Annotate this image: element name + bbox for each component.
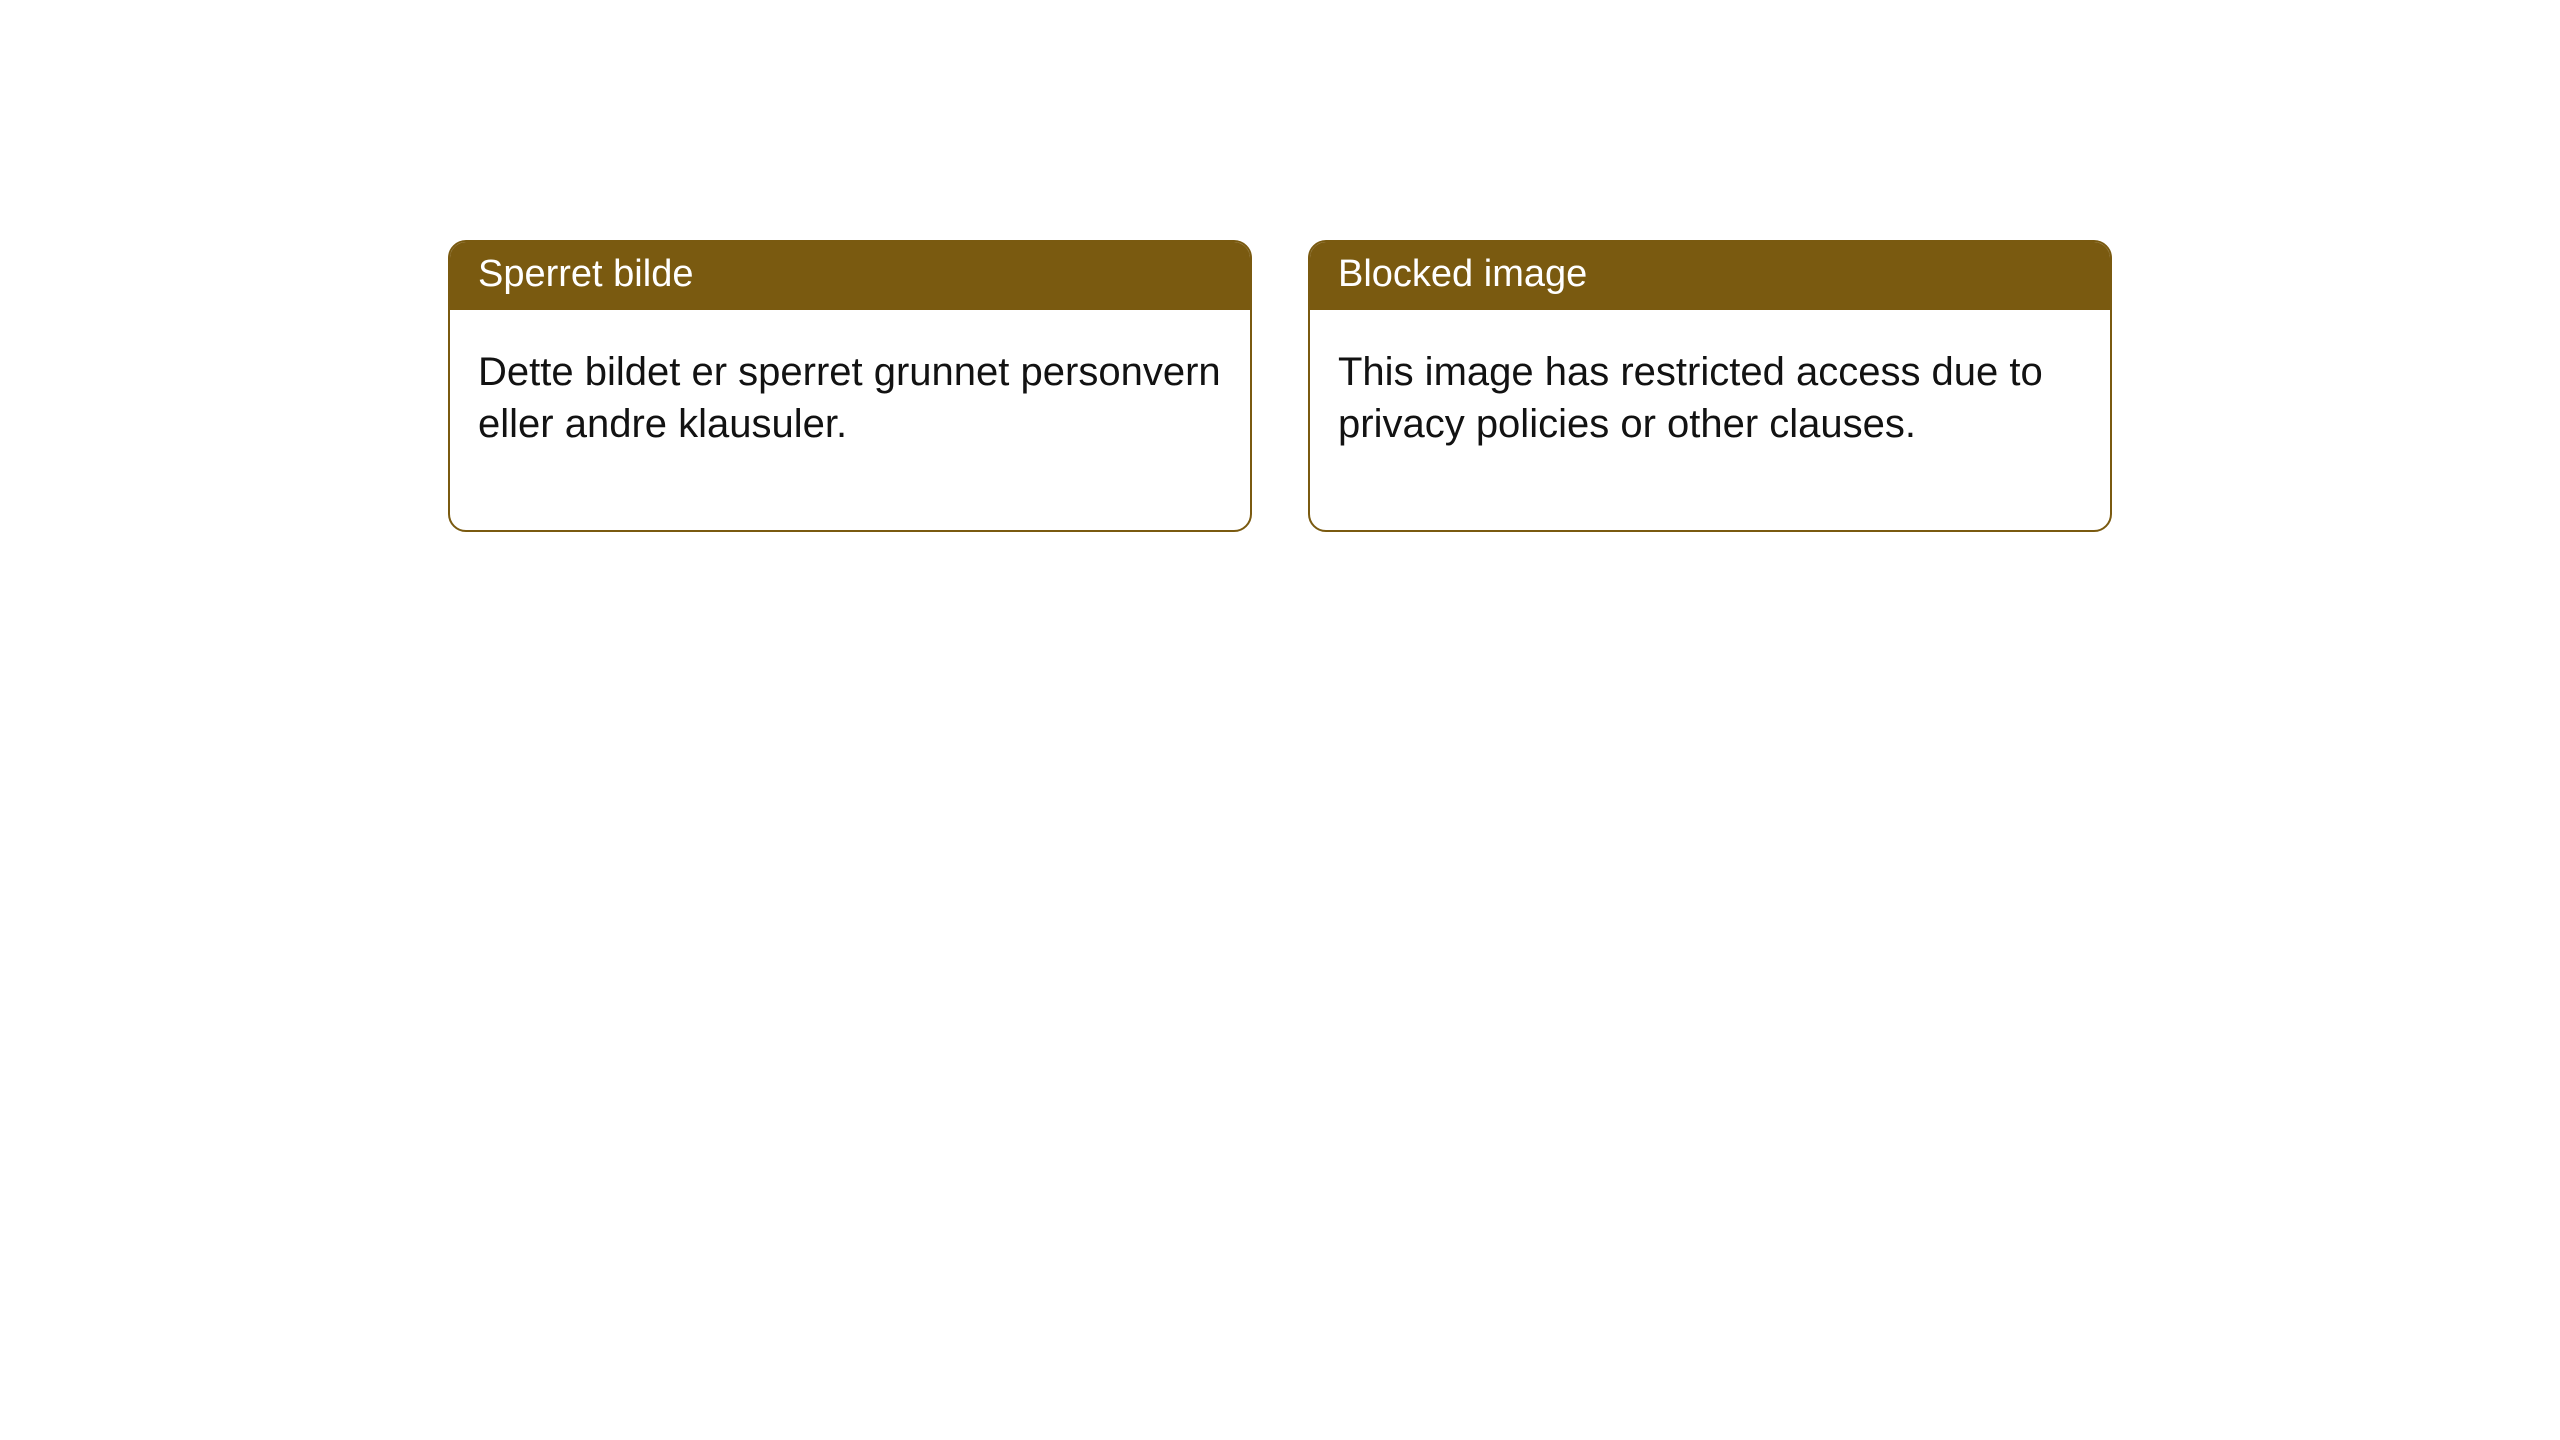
notice-card-english: Blocked image This image has restricted … <box>1308 240 2112 532</box>
notice-card-body: Dette bildet er sperret grunnet personve… <box>450 310 1250 530</box>
notice-card-title: Blocked image <box>1310 242 2110 310</box>
notice-card-norwegian: Sperret bilde Dette bildet er sperret gr… <box>448 240 1252 532</box>
notice-card-title: Sperret bilde <box>450 242 1250 310</box>
notice-card-body: This image has restricted access due to … <box>1310 310 2110 530</box>
notice-cards-container: Sperret bilde Dette bildet er sperret gr… <box>448 240 2560 532</box>
